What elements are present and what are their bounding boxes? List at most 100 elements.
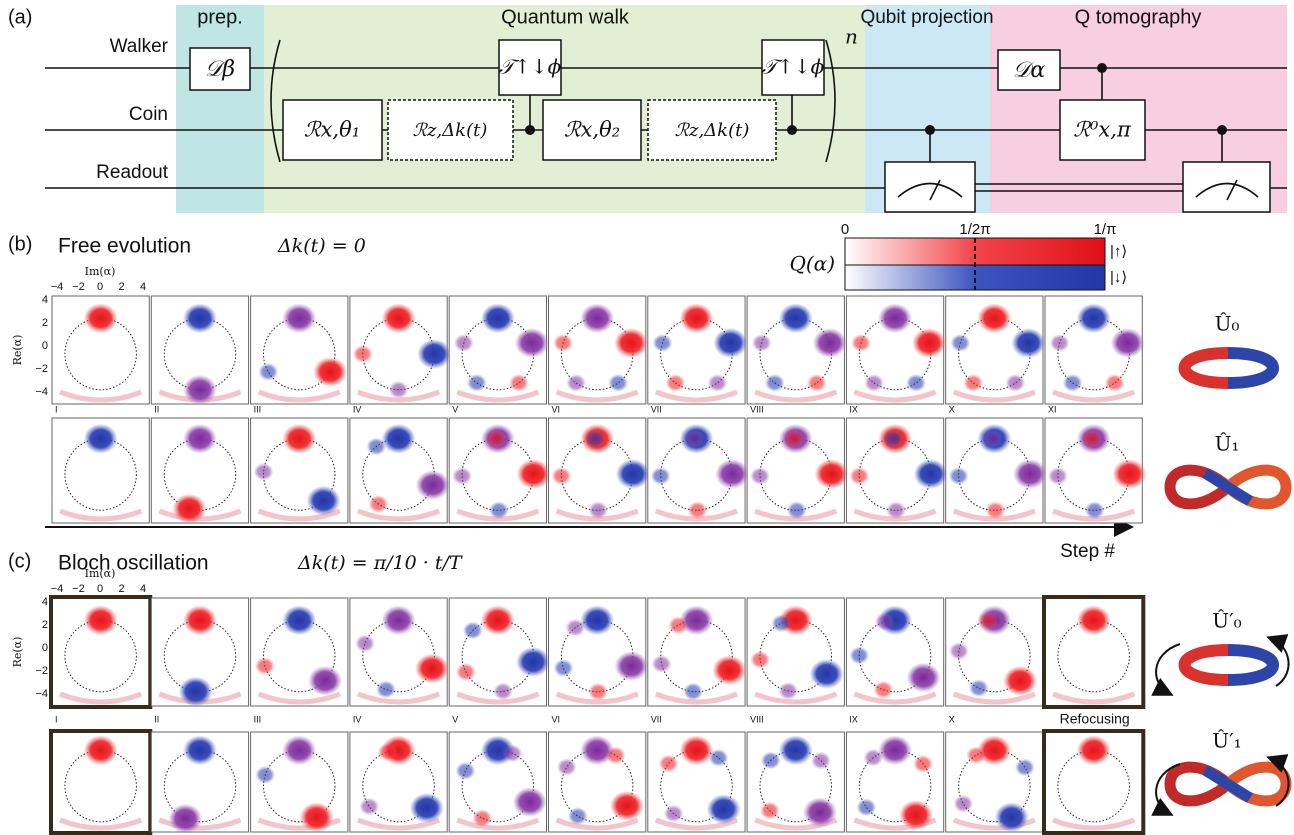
q-panel xyxy=(846,418,947,523)
step-label: V xyxy=(452,714,458,724)
q-blob xyxy=(467,374,487,392)
figure: (a) prep. Quantum walk Qubit projection … xyxy=(0,0,1294,835)
y-tick-label: −4 xyxy=(35,386,48,398)
step-label: I xyxy=(55,714,58,724)
q-blob xyxy=(679,735,713,765)
step-label: X xyxy=(949,714,955,724)
step-label: VI xyxy=(552,714,561,724)
q-panel xyxy=(747,296,847,404)
q-blob xyxy=(1015,758,1035,776)
step-label: X xyxy=(949,404,955,414)
control-dot xyxy=(925,125,935,135)
meter xyxy=(885,162,975,212)
q-blob xyxy=(953,795,973,813)
q-blob xyxy=(906,374,926,392)
q-blob xyxy=(416,470,450,500)
q-blob xyxy=(551,467,571,485)
q-blob xyxy=(614,651,648,681)
band-left xyxy=(1185,650,1229,680)
q-blob xyxy=(568,807,588,825)
q-blob xyxy=(84,605,118,635)
q-blob xyxy=(651,467,671,485)
operator-label: Û′₁ xyxy=(1212,728,1241,753)
section-title: Quantum walk xyxy=(501,6,630,28)
q-panel xyxy=(151,296,248,405)
step-label: VIII xyxy=(750,714,764,724)
q-blob xyxy=(489,501,509,519)
q-panel xyxy=(1044,597,1143,707)
q-panel xyxy=(251,732,348,832)
q-blob xyxy=(585,430,605,448)
x-tick-label: 0 xyxy=(97,583,103,595)
q-blob xyxy=(1005,374,1025,392)
colorbar-tick: 0 xyxy=(841,221,849,238)
q-panel xyxy=(846,732,943,832)
step-label: VIII xyxy=(750,404,764,414)
y-tick-label: −2 xyxy=(35,665,48,677)
q-panel xyxy=(747,418,848,523)
y-tick-label: 2 xyxy=(42,619,48,631)
q-blob xyxy=(814,459,848,489)
q-blob xyxy=(553,334,573,352)
q-blob xyxy=(856,798,876,816)
step-label: Refocusing xyxy=(1060,711,1130,727)
meter xyxy=(1183,162,1270,212)
q-panel xyxy=(1044,731,1143,833)
q-panel xyxy=(846,598,943,706)
q-blob xyxy=(811,752,831,770)
q-blob xyxy=(493,682,513,700)
q-blob xyxy=(456,663,476,681)
section-title: prep. xyxy=(197,6,243,28)
section-title: Q tomography xyxy=(1075,6,1202,28)
q-blob xyxy=(912,328,946,358)
q-blob xyxy=(977,303,1011,333)
q-blob xyxy=(713,328,747,358)
q-blob xyxy=(949,467,969,485)
step-label: III xyxy=(254,404,262,414)
q-blob xyxy=(1013,459,1047,489)
panel-label: (a) xyxy=(8,6,32,28)
q-blob xyxy=(308,666,342,696)
q-blob xyxy=(1063,374,1083,392)
q-blob xyxy=(565,619,585,637)
q-blob xyxy=(950,334,970,352)
q-blob xyxy=(771,614,791,632)
y-tick-label: 4 xyxy=(42,596,48,608)
gate-label: 𝒟α xyxy=(1013,58,1046,83)
q-blob xyxy=(683,683,703,701)
q-panel xyxy=(51,731,150,833)
x-tick-label: 2 xyxy=(118,281,124,293)
section-title: Qubit projection xyxy=(860,7,993,28)
q-blob xyxy=(255,657,275,675)
equation: Δk(t) = 0 xyxy=(277,235,366,257)
q-blob xyxy=(84,303,118,333)
band-left xyxy=(1185,353,1229,383)
q-blob xyxy=(606,746,626,764)
state-label: |↑⟩ xyxy=(1110,243,1127,260)
q-panel xyxy=(251,296,348,404)
q-blob xyxy=(849,646,869,664)
colorbar: 0 1/2π 1/π Q(α) |↑⟩ |↓⟩ xyxy=(789,221,1127,290)
q-blob xyxy=(355,634,375,652)
q-panel xyxy=(1045,418,1146,523)
step-label: XI xyxy=(1048,404,1057,414)
q-panel xyxy=(747,732,844,832)
q-blob xyxy=(580,303,614,333)
step-label: IX xyxy=(849,404,858,414)
q-blob xyxy=(359,798,379,816)
q-blob xyxy=(516,647,550,677)
step-label: IV xyxy=(353,404,362,414)
gate-label: ℛx,θ₁ xyxy=(304,118,360,142)
q-blob xyxy=(553,659,573,677)
q-blob xyxy=(652,655,672,673)
q-blob xyxy=(652,334,672,352)
q-panel xyxy=(52,296,149,404)
q-blob xyxy=(417,339,451,369)
x-tick-label: −4 xyxy=(51,281,64,293)
q-blob xyxy=(378,743,398,761)
q-blob xyxy=(679,303,713,333)
x-tick-label: −2 xyxy=(72,583,85,595)
q-panel xyxy=(449,598,550,706)
q-blob xyxy=(389,381,409,399)
x-tick-label: 4 xyxy=(140,281,146,293)
